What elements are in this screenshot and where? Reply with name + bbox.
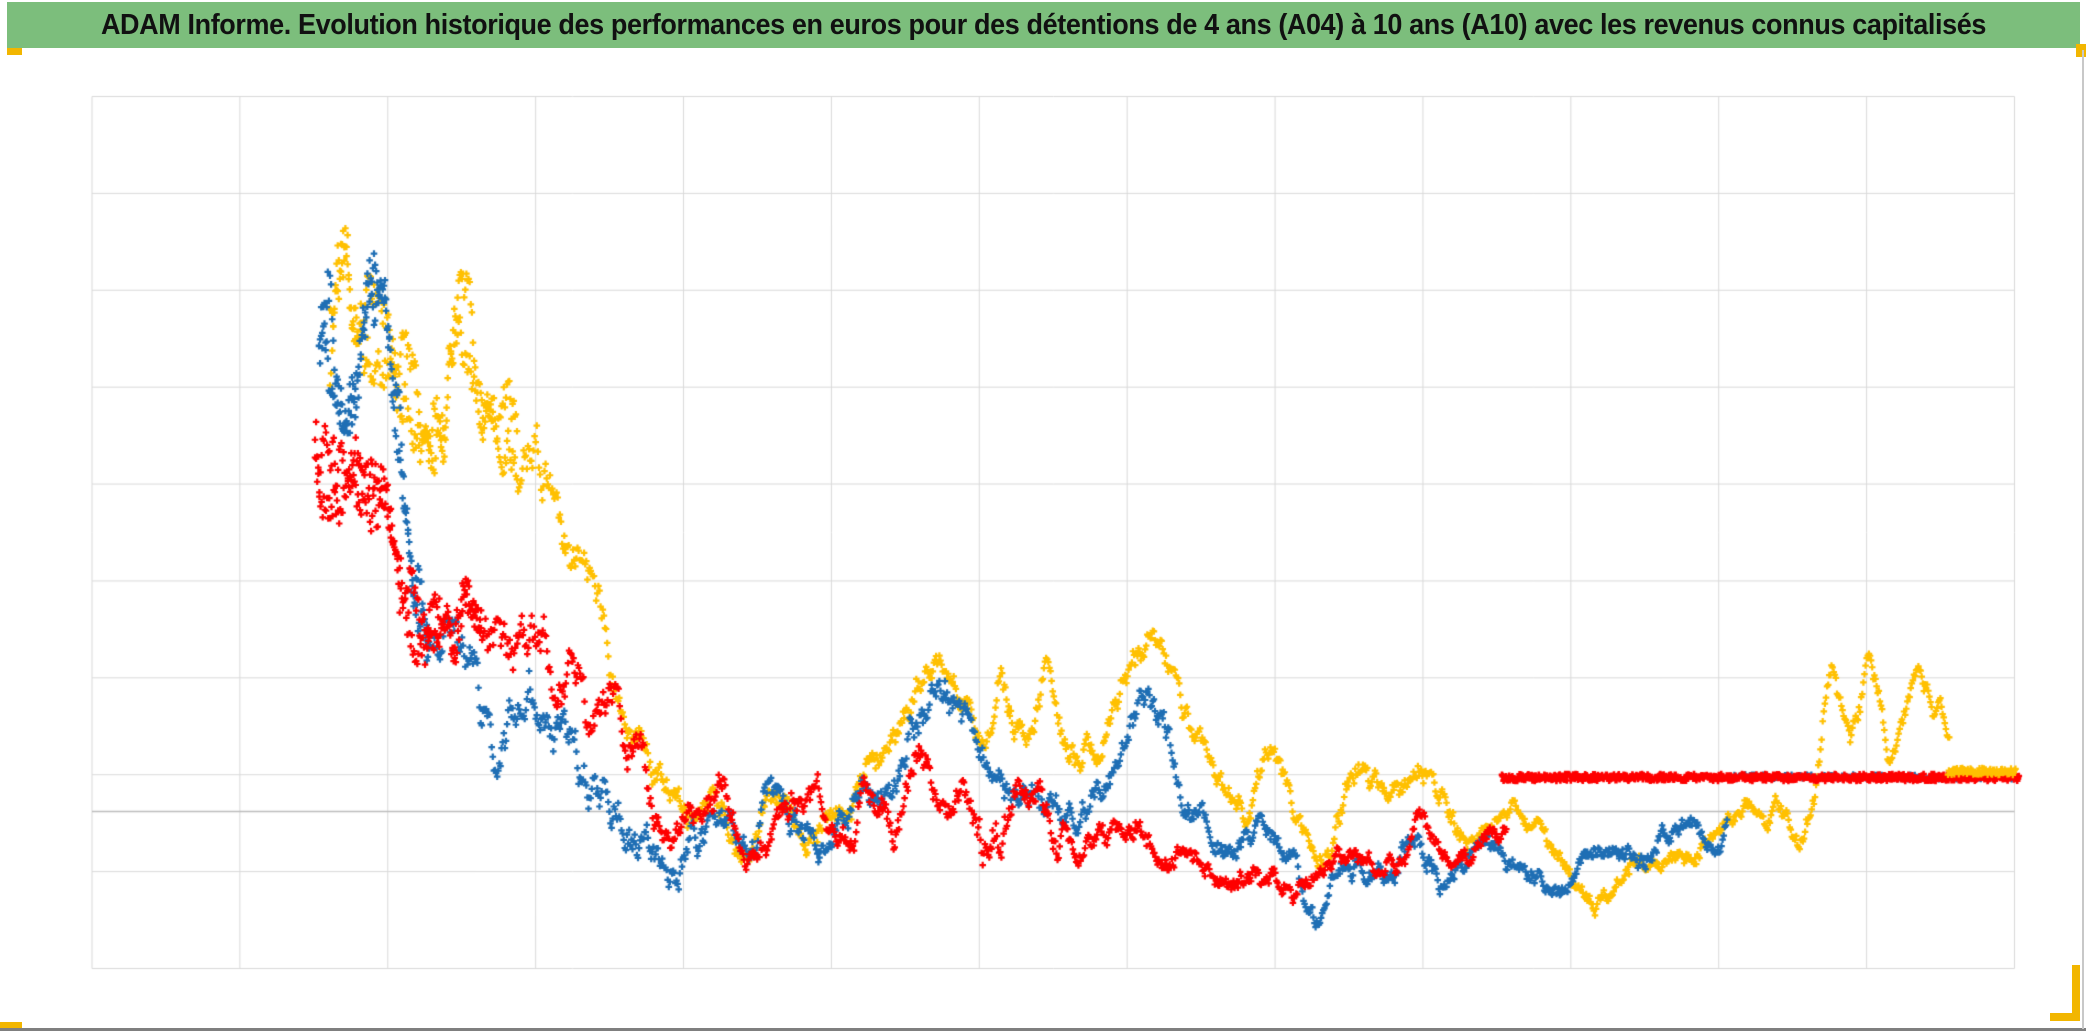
window-right-edge (2082, 50, 2084, 1029)
chart-title-bar: ADAM Informe. Evolution historique des p… (7, 2, 2080, 48)
selection-handle-top-left[interactable] (7, 48, 22, 55)
selection-handle-bottom-right-vertical[interactable] (2072, 965, 2080, 1021)
selection-handle-bottom-left[interactable] (0, 1022, 22, 1029)
chart-title: ADAM Informe. Evolution historique des p… (100, 8, 1987, 41)
window-bottom-edge (0, 1028, 2086, 1031)
selection-handle-bottom-right-horizontal[interactable] (2050, 1013, 2080, 1021)
selection-handle-top-right[interactable] (2076, 44, 2086, 57)
